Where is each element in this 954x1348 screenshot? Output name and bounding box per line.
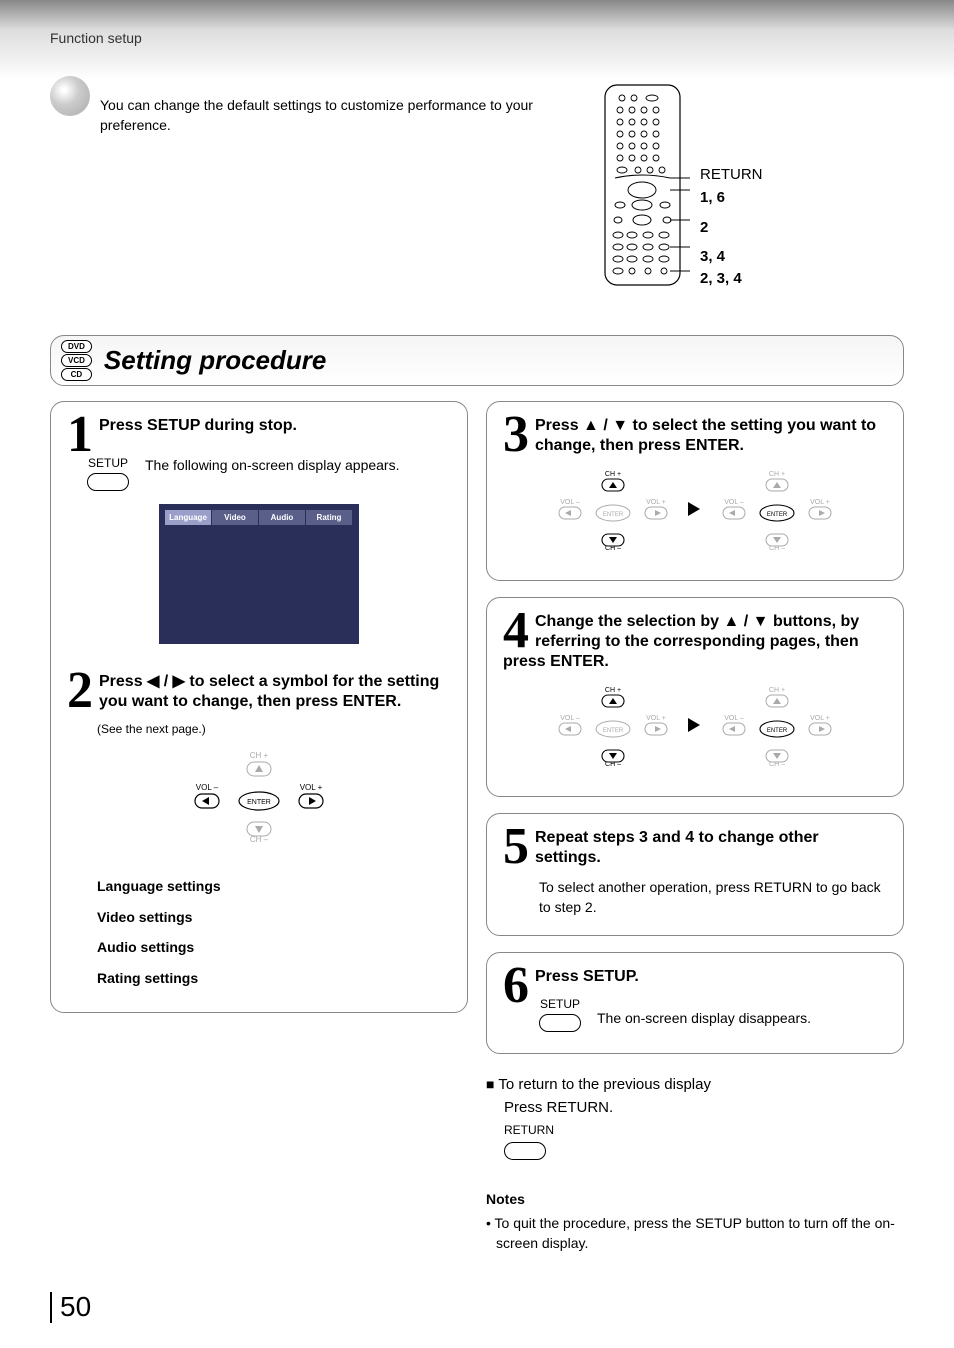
step-6-body: The on-screen display disappears.: [597, 1009, 811, 1029]
setup-button-graphic-6: SETUP: [539, 997, 581, 1035]
step-2-title: Press ◀ / ▶ to select a symbol for the s…: [67, 672, 451, 712]
section-title: Setting procedure: [104, 345, 893, 376]
svg-text:ENTER: ENTER: [603, 512, 624, 518]
note-item-1: • To quit the procedure, press the SETUP…: [486, 1214, 904, 1253]
step-number-6: 6: [503, 965, 529, 1007]
step-box-6: 6 Press SETUP. SETUP The on-screen displ…: [486, 952, 904, 1054]
remote-label-1-6: 1, 6: [700, 187, 763, 210]
disc-badge-dvd: DVD: [61, 340, 92, 353]
step-number-1: 1: [67, 414, 93, 456]
remote-diagram: RETURN 1, 6 2 3, 4 2, 3, 4: [600, 80, 690, 290]
step-4-title: Change the selection by ▲ / ▼ buttons, b…: [503, 612, 887, 672]
step-5-title: Repeat steps 3 and 4 to change other set…: [503, 828, 887, 868]
setup-button-graphic: SETUP: [87, 456, 129, 494]
svg-text:ENTER: ENTER: [603, 728, 624, 734]
breadcrumb: Function setup: [50, 30, 904, 46]
step-3-title: Press ▲ / ▼ to select the setting you wa…: [503, 416, 887, 456]
svg-text:ENTER: ENTER: [767, 512, 788, 518]
osd-tab-audio: Audio: [259, 510, 306, 525]
setting-audio: Audio settings: [97, 932, 451, 963]
setting-language: Language settings: [97, 871, 451, 902]
disc-badges: DVD VCD CD: [61, 340, 92, 381]
step-2-see-next: (See the next page.): [97, 722, 451, 736]
step-1-body: The following on-screen display appears.: [145, 456, 399, 476]
disc-badge-vcd: VCD: [61, 354, 92, 367]
svg-text:VOL +: VOL +: [810, 499, 830, 506]
step-box-3: 3 Press ▲ / ▼ to select the setting you …: [486, 401, 904, 581]
svg-text:VOL +: VOL +: [810, 715, 830, 722]
svg-text:ENTER: ENTER: [767, 728, 788, 734]
step-number-2: 2: [67, 670, 93, 712]
intro-text: You can change the default settings to c…: [100, 96, 550, 135]
step-number-5: 5: [503, 826, 529, 868]
intro-orb-icon: [50, 76, 90, 116]
step-number-4: 4: [503, 610, 529, 652]
dpad-vol-minus-label: VOL –: [196, 783, 219, 792]
svg-text:CH +: CH +: [605, 471, 621, 478]
osd-tab-language: Language: [165, 510, 212, 525]
remote-label-3-4: 3, 4: [700, 246, 763, 269]
step-1-title: Press SETUP during stop.: [67, 416, 451, 436]
notes-block: Notes • To quit the procedure, press the…: [486, 1190, 904, 1253]
notes-title: Notes: [486, 1190, 904, 1210]
svg-text:CH +: CH +: [769, 471, 785, 478]
step-number-3: 3: [503, 414, 529, 456]
step-5-body: To select another operation, press RETUR…: [539, 878, 887, 917]
return-block: ■ To return to the previous display Pres…: [486, 1074, 904, 1160]
svg-text:CH +: CH +: [605, 687, 621, 694]
disc-badge-cd: CD: [61, 368, 92, 381]
dpad-pair-4: CH +CH – VOL –VOL +: [503, 682, 887, 768]
step-box-4: 4 Change the selection by ▲ / ▼ buttons,…: [486, 597, 904, 797]
remote-label-2-3-4: 2, 3, 4: [700, 268, 763, 291]
svg-text:VOL –: VOL –: [560, 715, 580, 722]
dpad-pair-3: CH +CH – VOL –VOL +: [503, 466, 887, 552]
osd-tab-rating: Rating: [306, 510, 353, 525]
osd-screen: Language Video Audio Rating: [159, 504, 359, 644]
svg-text:VOL –: VOL –: [724, 499, 744, 506]
svg-text:VOL +: VOL +: [646, 715, 666, 722]
setting-video: Video settings: [97, 902, 451, 933]
osd-tab-video: Video: [212, 510, 259, 525]
step-box-left: 1 Press SETUP during stop. SETUP The fol…: [50, 401, 468, 1013]
dpad-diagram: CH + CH – VOL – VOL +: [67, 746, 451, 851]
dpad-enter-label: ENTER: [247, 799, 271, 806]
svg-text:VOL +: VOL +: [646, 499, 666, 506]
dpad-vol-plus-label: VOL +: [300, 783, 323, 792]
svg-text:VOL –: VOL –: [560, 499, 580, 506]
svg-text:VOL –: VOL –: [724, 715, 744, 722]
dpad-ch-plus-label: CH +: [250, 751, 269, 760]
svg-text:CH +: CH +: [769, 687, 785, 694]
step-box-5: 5 Repeat steps 3 and 4 to change other s…: [486, 813, 904, 936]
page-number: 50: [50, 1292, 91, 1323]
remote-label-2: 2: [700, 217, 763, 240]
remote-label-return: RETURN: [700, 164, 763, 187]
setting-rating: Rating settings: [97, 963, 451, 994]
step-6-title: Press SETUP.: [503, 967, 887, 987]
